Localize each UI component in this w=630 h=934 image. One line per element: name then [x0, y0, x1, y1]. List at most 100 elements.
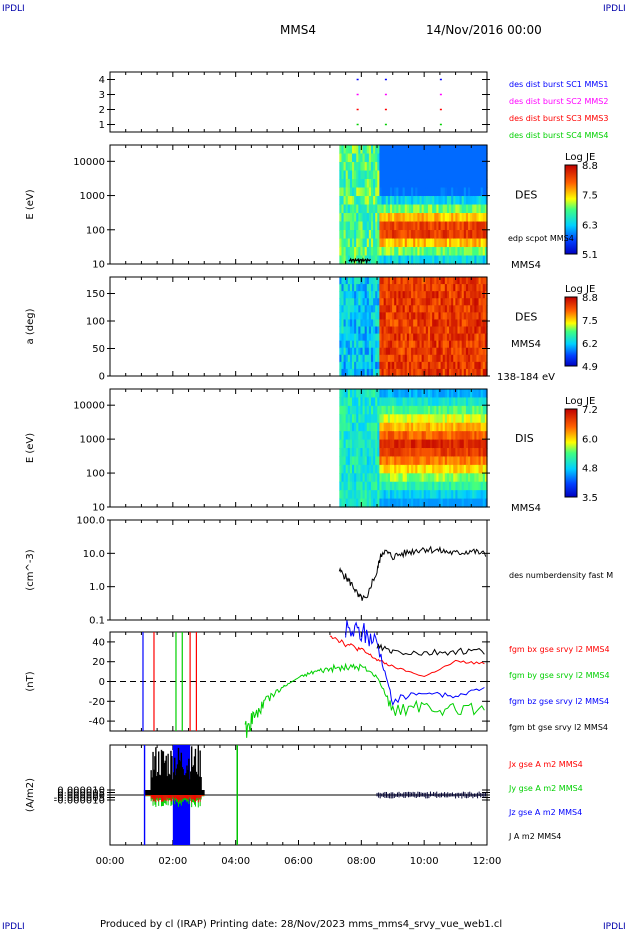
spectro-cell — [442, 179, 446, 189]
spectro-cell — [349, 340, 353, 349]
spectro-cell — [484, 448, 488, 458]
spectro-cell — [360, 326, 364, 335]
spectro-cell — [482, 247, 486, 257]
spectro-cell — [470, 247, 473, 257]
spectro-cell — [402, 431, 406, 441]
spectro-cell — [347, 397, 351, 407]
spectro-cell — [451, 431, 454, 441]
spectro-cell — [351, 213, 355, 223]
spectro-cell — [442, 456, 446, 466]
spectro-cell — [440, 414, 444, 424]
spectro-cell — [373, 354, 376, 363]
spectro-cell — [432, 170, 435, 180]
spectro-cell — [396, 247, 400, 257]
spectro-cell — [468, 291, 471, 299]
spectro-cell — [449, 284, 452, 292]
spectro-cell — [417, 319, 421, 328]
spectro-cell — [404, 170, 408, 180]
spectro-cell — [394, 221, 397, 231]
spectro-cell — [373, 284, 376, 292]
spectro-cell — [370, 291, 374, 299]
spectro-cell — [423, 196, 427, 206]
spectro-cell — [482, 277, 486, 285]
spectro-cell — [345, 439, 349, 449]
spectro-cell — [343, 255, 347, 265]
spectro-cell — [465, 326, 469, 335]
spectro-cell — [449, 473, 452, 483]
spectro-cell — [404, 397, 408, 407]
spectro-cell — [377, 490, 381, 500]
spectro-cell — [425, 448, 429, 458]
spectro-cell — [362, 298, 366, 306]
spectro-cell — [404, 255, 408, 265]
spectro-cell — [408, 284, 412, 292]
spectro-cell — [425, 238, 429, 248]
spectro-cell — [463, 247, 467, 257]
spectro-cell — [368, 473, 372, 483]
spectro-cell — [383, 439, 387, 449]
spectro-cell — [463, 319, 467, 328]
spectro-cell — [356, 464, 359, 474]
spectro-cell — [354, 439, 357, 449]
spectro-cell — [364, 340, 368, 349]
spectro-cell — [480, 490, 484, 500]
spectro-cell — [341, 498, 345, 508]
spectro-cell — [413, 305, 416, 313]
spectro-cell — [440, 347, 444, 356]
spectro-cell — [387, 498, 391, 508]
spectro-cell — [438, 170, 442, 180]
spectro-cell — [354, 361, 357, 370]
spectro-cell — [451, 196, 454, 206]
spectro-cell — [430, 422, 433, 432]
spectro-cell — [455, 319, 459, 328]
spectro-cell — [381, 473, 385, 483]
spectro-cell — [351, 448, 355, 458]
spectro-cell — [427, 153, 431, 163]
spectro-cell — [415, 347, 418, 356]
spectro-cell — [419, 291, 423, 299]
spectro-cell — [453, 473, 456, 483]
spectro-cell — [345, 196, 349, 206]
spectro-cell — [408, 397, 412, 407]
spectro-cell — [402, 153, 406, 163]
corner-label-tr: IPDLI — [603, 4, 626, 14]
spectro-cell — [451, 179, 454, 189]
spectro-cell — [459, 456, 463, 466]
spectro-cell — [421, 145, 425, 155]
spectro-cell — [396, 319, 400, 328]
spectro-cell — [465, 238, 469, 248]
spectro-cell — [478, 213, 482, 223]
spectro-cell — [470, 204, 473, 214]
panel-5-ytick-label: 0 — [99, 677, 105, 688]
spectro-cell — [339, 361, 343, 370]
spectro-cell — [398, 456, 402, 466]
spectro-cell — [430, 431, 433, 441]
spectro-cell — [387, 464, 391, 474]
spectro-cell — [451, 170, 454, 180]
spectro-cell — [472, 405, 475, 415]
spectro-cell — [484, 153, 488, 163]
spectro-cell — [370, 305, 374, 313]
spectro-cell — [345, 204, 349, 214]
spectro-cell — [370, 187, 374, 197]
spectro-cell — [364, 326, 368, 335]
spectro-cell — [457, 247, 461, 257]
spectro-cell — [387, 431, 391, 441]
spectro-cell — [385, 361, 389, 370]
spectro-cell — [482, 204, 486, 214]
spectro-cell — [423, 340, 427, 349]
spectro-cell — [472, 319, 475, 328]
spectro-cell — [427, 230, 431, 240]
spectro-cell — [339, 431, 343, 441]
spectro-cell — [394, 312, 397, 321]
spectro-cell — [463, 397, 467, 407]
spectro-cell — [472, 153, 475, 163]
spectro-cell — [440, 361, 444, 370]
spectro-cell — [339, 305, 343, 313]
spectro-cell — [434, 230, 437, 240]
spectro-cell — [436, 284, 440, 292]
spectro-cell — [425, 255, 429, 265]
spectro-cell — [394, 431, 397, 441]
spectro-cell — [427, 255, 431, 265]
spectro-cell — [398, 277, 402, 285]
